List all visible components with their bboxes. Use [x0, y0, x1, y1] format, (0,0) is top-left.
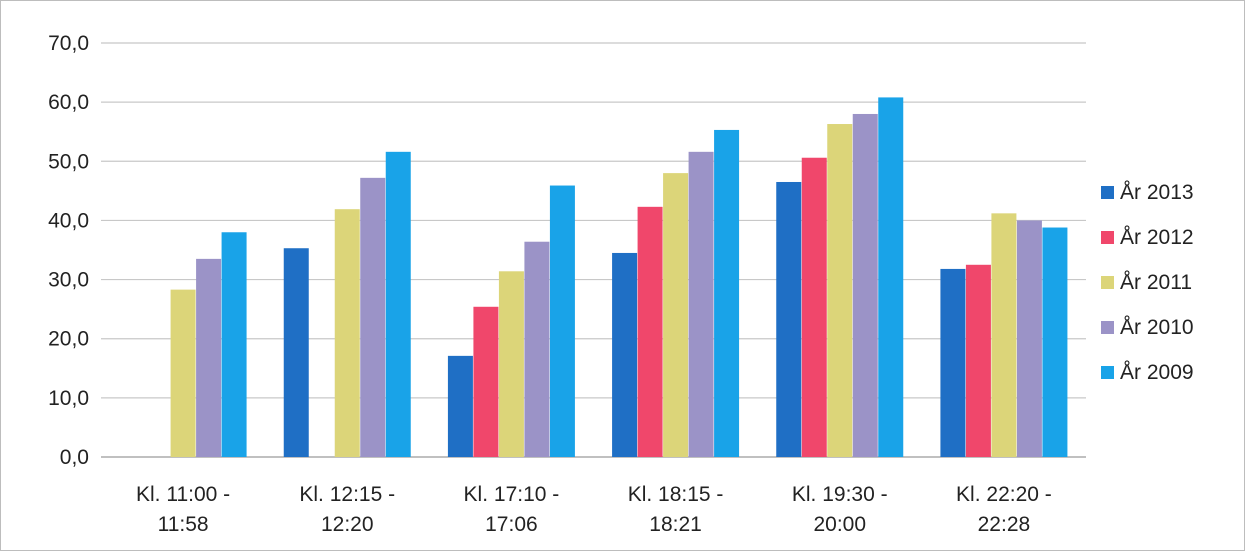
- bar: [283, 248, 309, 457]
- legend: År 2013 År 2012 År 2011 År 2010 År 2009: [1101, 181, 1194, 384]
- bar: [334, 209, 360, 457]
- x-tick-label: Kl. 22:20 -22:28: [956, 483, 1052, 536]
- legend-label: År 2009: [1120, 361, 1194, 384]
- y-tick-label: 0,0: [60, 446, 89, 469]
- bar: [447, 355, 473, 457]
- y-tick-label: 70,0: [48, 32, 89, 55]
- y-tick-label: 30,0: [48, 269, 89, 292]
- bar: [776, 181, 802, 457]
- x-tick-label: Kl. 18:15 -18:21: [628, 483, 724, 536]
- y-tick-label: 10,0: [48, 387, 89, 410]
- x-tick-label: Kl. 12:15 -12:20: [299, 483, 395, 536]
- bar: [714, 129, 740, 457]
- bar: [688, 151, 714, 457]
- x-tick-label: Kl. 17:10 -17:06: [464, 483, 560, 536]
- bar: [801, 157, 827, 458]
- y-tick-label: 50,0: [48, 150, 89, 173]
- bar: [170, 289, 196, 457]
- bar: [221, 232, 247, 457]
- bar: [827, 124, 853, 458]
- legend-label: År 2011: [1120, 271, 1192, 294]
- bar: [637, 206, 663, 457]
- bar: [940, 268, 966, 457]
- x-tick-label: Kl. 19:30 -20:00: [792, 483, 888, 536]
- bar: [663, 173, 689, 457]
- y-tick-label: 40,0: [48, 209, 89, 232]
- bar: [498, 271, 524, 457]
- bar: [360, 177, 386, 458]
- y-axis: 0,0 10,0 20,0 30,0 40,0 50,0 60,0 70,0: [48, 32, 89, 469]
- bar: [473, 306, 499, 457]
- legend-swatch: [1101, 186, 1114, 199]
- x-tick-label: Kl. 11:00 -11:58: [136, 483, 230, 536]
- bar: [991, 213, 1017, 457]
- x-axis: Kl. 11:00 -11:58 Kl. 12:15 -12:20 Kl. 17:1…: [136, 483, 1052, 536]
- legend-label: År 2013: [1120, 181, 1194, 204]
- bar: [1042, 227, 1068, 457]
- bar: [852, 113, 878, 457]
- bar: [549, 185, 575, 457]
- legend-swatch: [1101, 276, 1114, 289]
- bar: [612, 252, 638, 457]
- legend-swatch: [1101, 231, 1114, 244]
- gridlines: [101, 42, 1086, 458]
- bar: [878, 97, 904, 457]
- legend-label: År 2012: [1120, 226, 1194, 249]
- bars: [170, 97, 1068, 458]
- legend-swatch: [1101, 366, 1114, 379]
- bar: [965, 264, 991, 457]
- bar: [524, 241, 550, 457]
- legend-swatch: [1101, 321, 1114, 334]
- bar: [196, 258, 222, 457]
- y-tick-label: 60,0: [48, 91, 89, 114]
- bar: [385, 151, 411, 457]
- legend-label: År 2010: [1120, 316, 1194, 339]
- y-tick-label: 20,0: [48, 328, 89, 351]
- bar: [1016, 220, 1042, 457]
